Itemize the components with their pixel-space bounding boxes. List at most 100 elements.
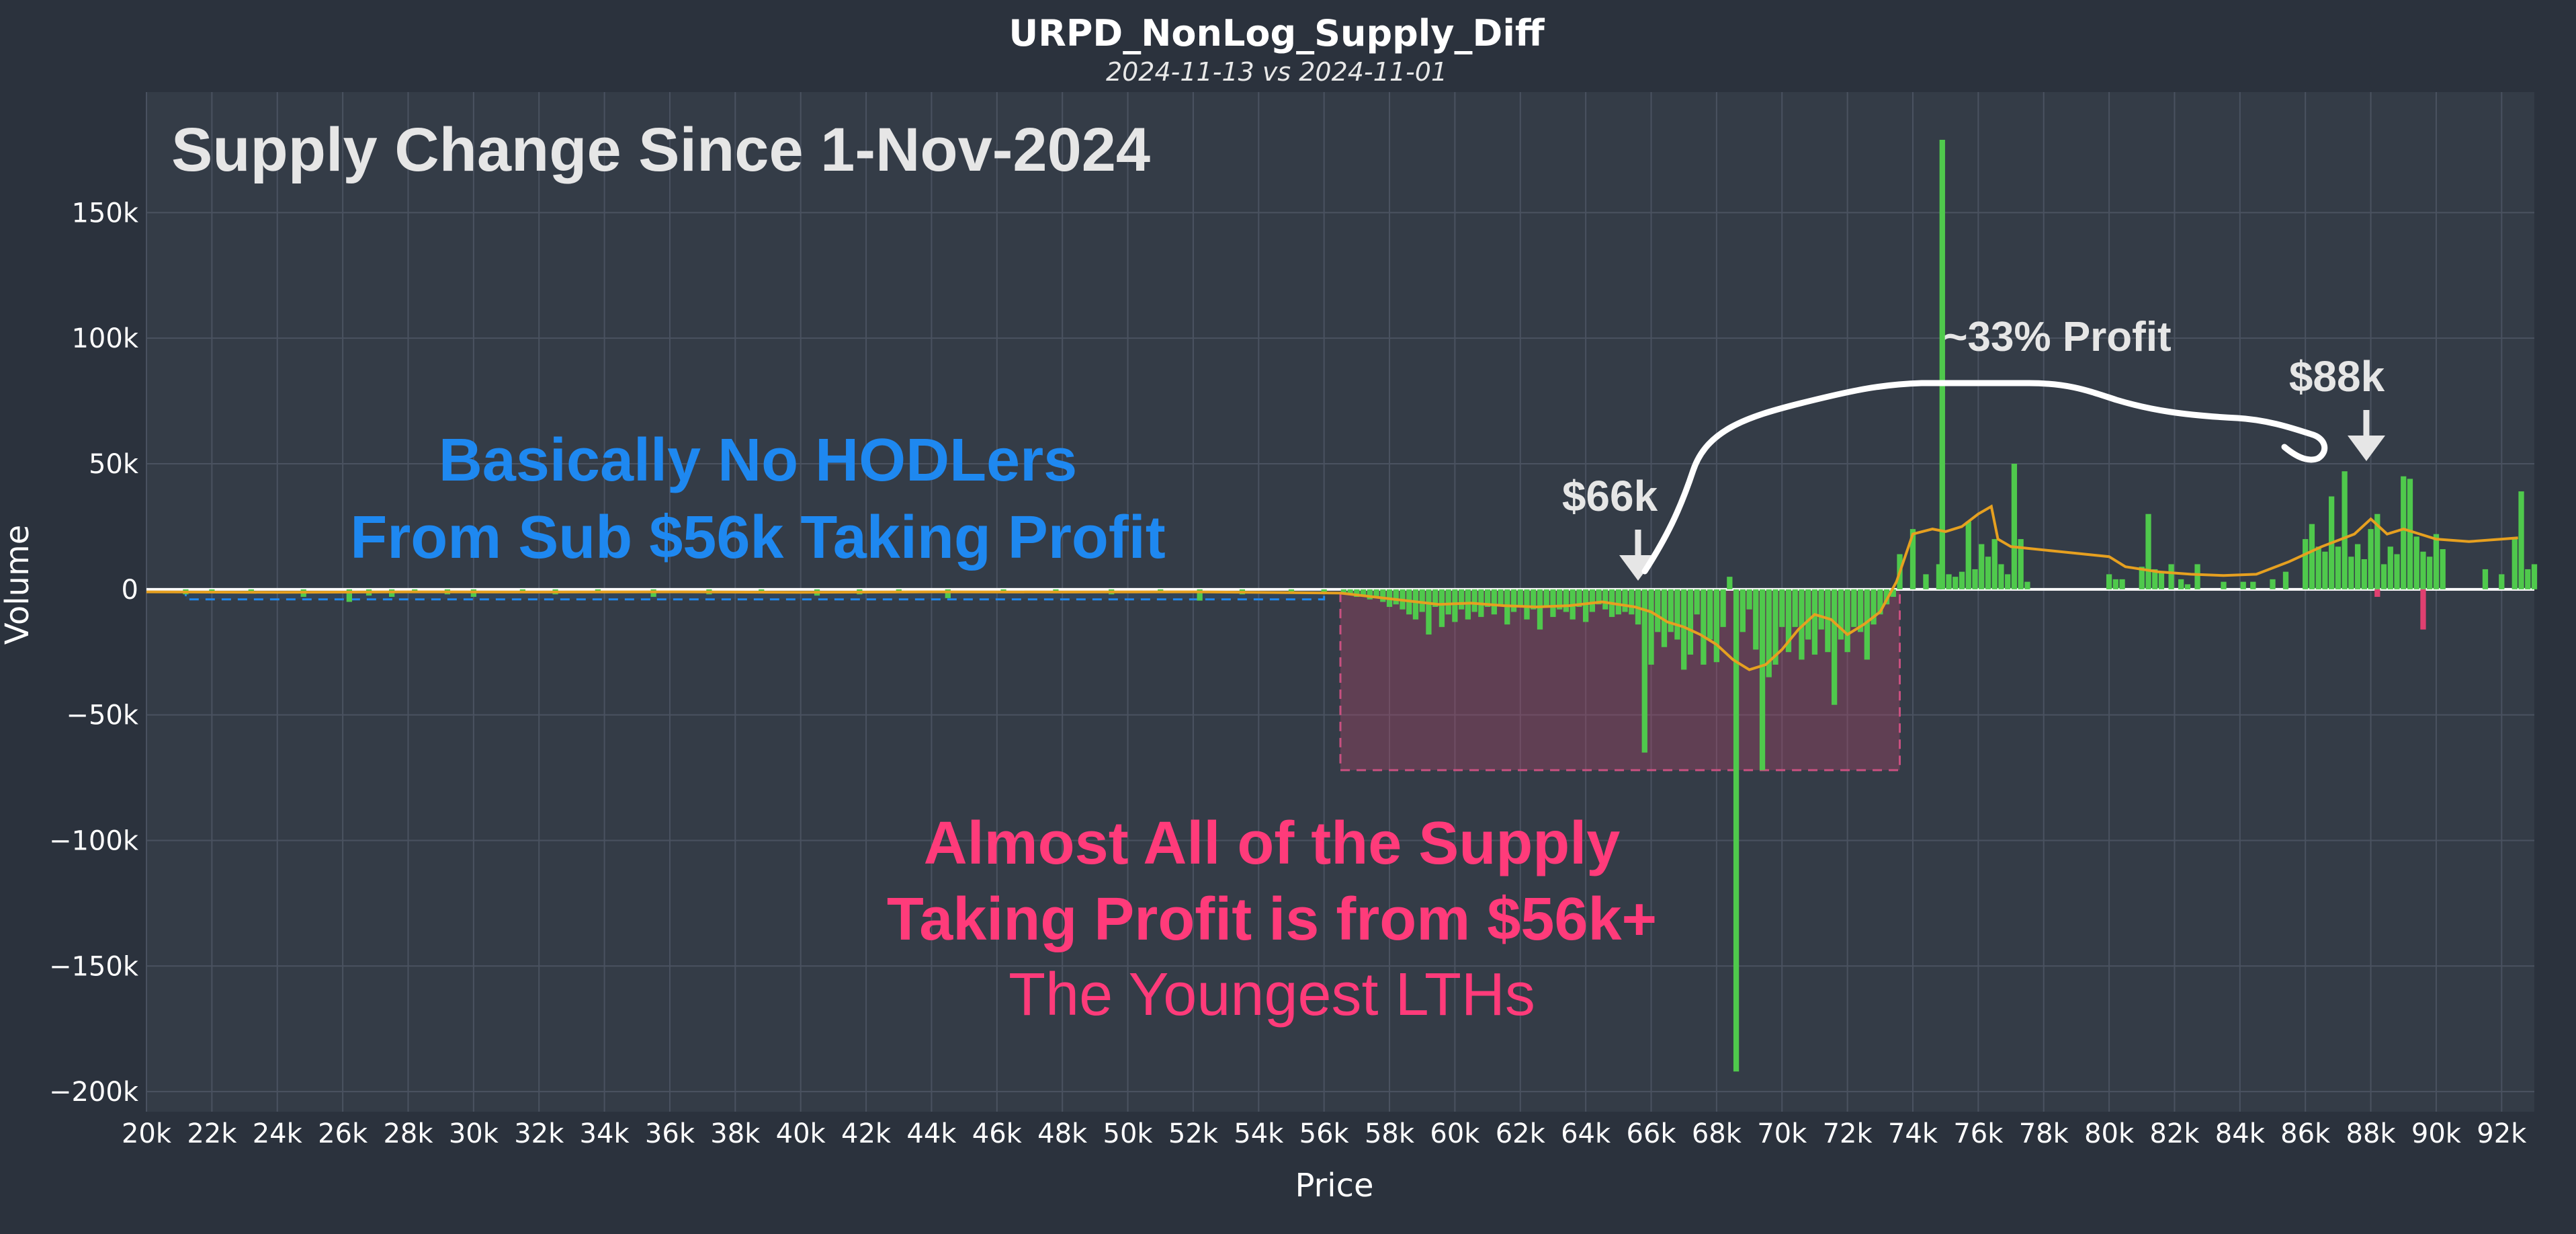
bar	[2482, 569, 2489, 589]
bar	[2194, 564, 2200, 589]
bar	[2315, 546, 2321, 589]
bar	[1936, 564, 1942, 589]
bar	[2407, 479, 2413, 589]
y-tick-label: 100k	[71, 323, 138, 354]
x-tick-label: 30k	[449, 1118, 499, 1149]
bar	[2282, 571, 2289, 589]
bar	[1629, 589, 1635, 615]
bar	[2011, 463, 2018, 589]
bar	[1720, 589, 1726, 627]
bar	[2387, 546, 2393, 589]
bar	[1543, 589, 1549, 607]
bar	[1419, 589, 1425, 612]
x-tick-label: 28k	[383, 1118, 433, 1149]
moving-average-line	[146, 504, 2518, 671]
bar	[2240, 581, 2246, 589]
bar	[1701, 589, 1707, 665]
bar	[1197, 589, 1203, 601]
bar	[2511, 539, 2518, 589]
bar	[1792, 589, 1798, 627]
x-tick-label: 38k	[710, 1118, 761, 1149]
bar	[1991, 539, 1998, 589]
bar	[1707, 589, 1713, 640]
bar	[1923, 574, 1929, 589]
bar	[1883, 589, 1890, 605]
x-tick-label: 26k	[318, 1118, 368, 1149]
x-tick-label: 72k	[1823, 1118, 1873, 1149]
bar	[2018, 539, 2024, 589]
bar-highlight	[2420, 589, 2426, 630]
label-profit: ~33% Profit	[1943, 314, 2171, 360]
bar	[1426, 589, 1432, 635]
bar	[1360, 589, 1367, 596]
y-tick-label: 50k	[89, 449, 139, 480]
bar	[2270, 579, 2276, 589]
bar	[1458, 589, 1465, 610]
arrow-88k	[2348, 410, 2385, 461]
blue-annotation-line-2: From Sub $56k Taking Profit	[350, 504, 1166, 571]
bar	[2401, 476, 2407, 589]
bar	[1367, 589, 1373, 600]
pink-annotation-line-2: Taking Profit is from $56k+	[887, 886, 1657, 953]
bar	[1661, 589, 1668, 647]
x-tick-label: 40k	[776, 1118, 826, 1149]
bar	[1517, 589, 1523, 607]
chart-subtitle: 2024-11-13 vs 2024-11-01	[1106, 57, 1447, 87]
bar	[1979, 544, 1985, 589]
bar-highlight	[2374, 589, 2380, 598]
x-axis-label: Price	[1295, 1167, 1373, 1204]
bar	[1557, 589, 1563, 610]
x-tick-label: 42k	[841, 1118, 892, 1149]
bar	[2525, 569, 2531, 589]
bar	[2112, 579, 2118, 589]
x-tick-label: 74k	[1888, 1118, 1938, 1149]
bar	[1674, 589, 1680, 640]
bar	[2184, 584, 2191, 589]
bar	[2168, 564, 2174, 589]
bar	[2427, 557, 2433, 589]
bar	[2380, 564, 2387, 589]
bar	[1412, 589, 1419, 620]
bar	[2250, 581, 2256, 589]
bar	[1687, 589, 1694, 655]
bar	[1589, 589, 1596, 612]
pink-annotation-line-1: Almost All of the Supply	[924, 810, 1621, 877]
x-tick-label: 36k	[645, 1118, 695, 1149]
bar	[2145, 513, 2151, 589]
bar	[1864, 589, 1870, 660]
y-tick-label: −150k	[49, 951, 139, 982]
bar	[1766, 589, 1772, 677]
bar	[1746, 589, 1752, 610]
bar	[1648, 589, 1654, 665]
bar	[945, 589, 951, 598]
bar	[2335, 546, 2342, 589]
x-tick-label: 60k	[1430, 1118, 1480, 1149]
x-axis-ticks: 20k 22k 24k 26k 28k 30k 32k 34k 36k 38k 40k 42k 44k 4…	[122, 1118, 2527, 1149]
bar	[1844, 589, 1850, 653]
bar	[1681, 589, 1687, 670]
bar	[1805, 589, 1811, 640]
bar	[1772, 589, 1778, 665]
bar	[1832, 589, 1838, 705]
bar	[2394, 554, 2400, 589]
bar	[1733, 589, 1740, 1072]
bar	[209, 589, 215, 592]
blue-annotation-line-1: Basically No HODLers	[439, 427, 1077, 494]
bar	[1825, 589, 1831, 653]
bar	[1727, 577, 1733, 589]
x-tick-label: 90k	[2411, 1118, 2462, 1149]
chart-title: URPD_NonLog_Supply_Diff	[1008, 12, 1545, 54]
x-tick-label: 76k	[1953, 1118, 2004, 1149]
x-tick-label: 22k	[187, 1118, 237, 1149]
bar	[2354, 544, 2361, 589]
headline-annotation: Supply Change Since 1-Nov-2024	[171, 116, 1150, 184]
bar	[1952, 577, 1959, 589]
profit-arc	[1641, 380, 2328, 575]
x-tick-label: 82k	[2149, 1118, 2200, 1149]
bar	[1596, 589, 1602, 605]
bar	[2119, 579, 2125, 589]
bar	[2440, 549, 2446, 589]
x-tick-label: 80k	[2084, 1118, 2135, 1149]
bar	[1340, 589, 1347, 593]
